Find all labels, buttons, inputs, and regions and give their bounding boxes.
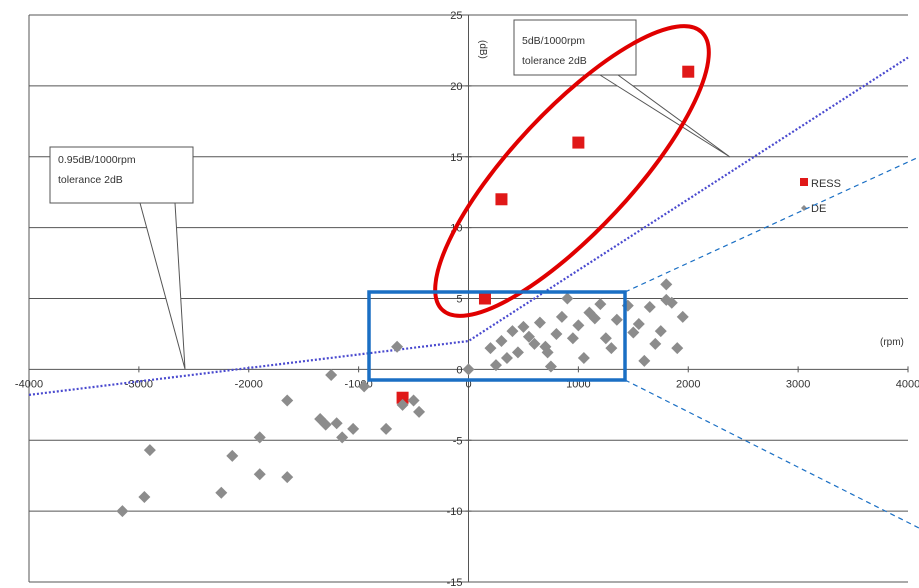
de-point [654,325,667,338]
callout-line: 5dB/1000rpm [522,35,585,47]
de-point [643,301,656,314]
de-point [544,360,557,373]
de-point [281,394,294,407]
de-point [143,444,156,457]
axes [28,14,909,583]
legend-swatch-ress [800,178,808,186]
x-tick-label: 0 [465,378,471,390]
y-tick-label: 25 [450,10,462,22]
de-point [215,486,228,499]
de-point [116,505,129,518]
de-point [599,332,612,345]
de-point [561,292,574,305]
x-tick-label: 4000 [896,378,919,390]
de-point [660,278,673,291]
de-point [511,346,524,359]
legend-swatch-de [801,205,807,211]
highlight-ellipse [433,24,711,318]
ress-point [572,136,585,149]
callout-pointer [599,74,731,158]
de-point [577,352,590,365]
ress-point [682,65,695,78]
de-point [413,405,426,418]
legend-label-ress: RESS [811,178,841,190]
de-point [665,296,678,309]
de-point [396,398,409,411]
de-point [325,369,338,382]
de-point [632,318,645,331]
de-point [407,394,420,407]
de-point [319,418,332,431]
de-point [358,380,371,393]
de-point [555,310,568,323]
de-point [566,332,579,345]
de-point [533,316,546,329]
ress-point [396,391,409,404]
de-point [517,320,530,333]
de-point [253,431,266,444]
de-point [281,471,294,484]
de-point [671,342,684,355]
de-point [500,352,513,365]
x-tick-label: -2000 [235,378,263,390]
de-point [638,354,651,367]
de-point [649,337,662,350]
de-point [138,490,151,503]
de-point [676,310,689,323]
de-point [495,335,508,348]
de-point [610,313,623,326]
ress-point [495,193,508,206]
de-point [594,298,607,311]
de-point [336,431,349,444]
y-tick-label: 5 [456,294,462,306]
x-tick-label: 2000 [676,378,700,390]
y-tick-label: 20 [450,81,462,93]
de-point [506,325,519,338]
callout-box [513,19,637,76]
x-axis-unit: (rpm) [880,337,904,348]
de-point [226,449,239,462]
de-point [627,326,640,339]
de-point [522,330,535,343]
de-point [380,422,393,435]
de-point [330,417,343,430]
de-point [253,468,266,481]
de-point [391,340,404,353]
data-points [116,65,695,518]
y-tick-label: -15 [447,577,463,588]
callout-line: tolerance 2dB [58,174,123,186]
y-tick-label: 0 [456,364,462,376]
de-point [462,363,475,376]
annotation-callout: 5dB/1000rpm tolerance 2dB [513,19,731,158]
x-tick-label: 3000 [786,378,810,390]
y-tick-label: -5 [453,435,463,447]
annotation-callout: 0.95dB/1000rpm tolerance 2dB [49,146,194,370]
highlight-rectangle [367,290,627,382]
y-axis-unit: (dB) [477,40,488,59]
de-point [541,346,554,359]
callout-line: tolerance 2dB [522,55,587,67]
zoom-guide-line [624,379,919,529]
callout-pointer [139,202,186,370]
de-point [347,422,360,435]
legend: RESS DE [800,178,841,215]
de-point [588,312,601,325]
ress-point [478,292,491,305]
y-tick-label: -10 [447,506,463,518]
de-point [484,342,497,355]
de-point [605,342,618,355]
y-tick-label: 15 [450,152,462,164]
de-point [550,327,563,340]
callout-line: 0.95dB/1000rpm [58,154,136,166]
de-point [528,337,541,350]
x-tick-label: -4000 [15,378,43,390]
legend-label-de: DE [811,203,826,215]
de-point [572,319,585,332]
callout-box [49,146,194,204]
de-point [489,359,502,372]
zoom-guide-line [624,156,919,293]
